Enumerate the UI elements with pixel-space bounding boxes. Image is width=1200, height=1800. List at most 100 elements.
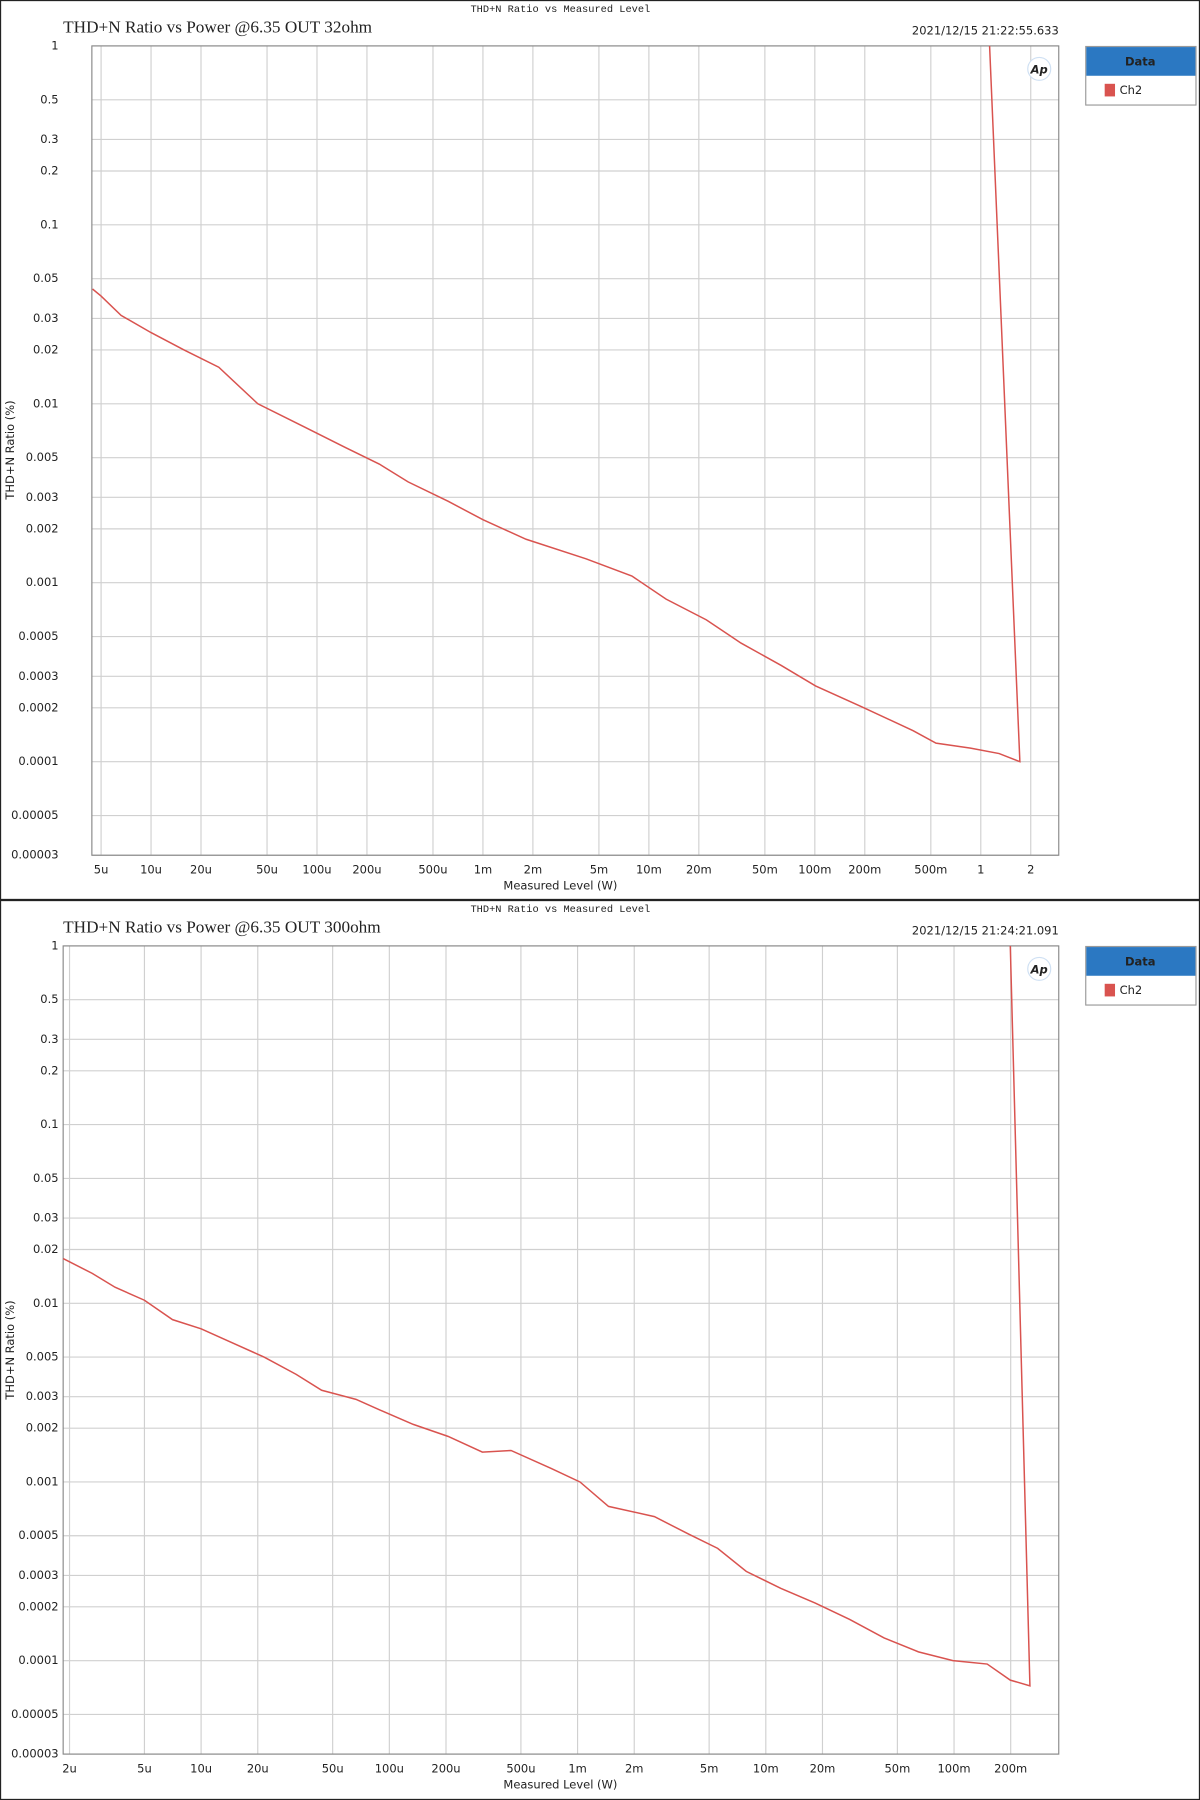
y-tick-label: 0.01	[33, 396, 59, 410]
chart-panel: THD+N Ratio vs Measured Level THD+N Ratio…	[0, 900, 1200, 1800]
chart-title: THD+N Ratio vs Power @6.35 OUT 300ohm	[63, 918, 381, 937]
legend-swatch	[1104, 83, 1116, 97]
y-tick-label: 0.03	[33, 1211, 59, 1225]
legend-header	[1086, 47, 1196, 76]
x-tick-label: 200u	[431, 1762, 460, 1776]
chart-header: THD+N Ratio vs Measured Level	[470, 4, 650, 16]
x-tick-label: 2m	[625, 1762, 643, 1776]
x-tick-label: 10m	[753, 1762, 779, 1776]
plot-frame	[91, 45, 1060, 856]
y-tick-label: 0.0003	[18, 1568, 58, 1582]
x-tick-label: 100m	[798, 863, 831, 877]
timestamp: 2021/12/15 21:22:55.633	[912, 23, 1059, 37]
x-tick-label: 100u	[375, 1762, 404, 1776]
y-tick-label: 0.5	[40, 992, 58, 1006]
x-tick-label: 20u	[190, 863, 212, 877]
legend-swatch	[1104, 983, 1116, 997]
chart-header: THD+N Ratio vs Measured Level	[470, 904, 650, 916]
y-tick-label: 1	[51, 938, 58, 952]
x-tick-label: 5u	[137, 1762, 152, 1776]
x-axis-label: Measured Level (W)	[503, 1778, 617, 1792]
x-axis-label: Measured Level (W)	[503, 879, 617, 893]
x-tick-label: 5u	[94, 863, 109, 877]
logo-badge	[1027, 56, 1052, 81]
legend-title: Data	[1125, 954, 1155, 968]
y-tick-label: 0.0001	[18, 1653, 58, 1667]
x-tick-label: 10m	[636, 863, 662, 877]
legend-label: Ch2	[1120, 83, 1143, 97]
y-tick-label: 0.3	[40, 1032, 58, 1046]
timestamp: 2021/12/15 21:24:21.091	[912, 923, 1059, 937]
data-line	[62, 945, 1031, 1687]
x-tick-label: 100u	[302, 863, 331, 877]
x-tick-label: 20m	[686, 863, 712, 877]
x-tick-label: 50u	[256, 863, 278, 877]
x-tick-label: 2u	[62, 1762, 77, 1776]
data-line	[92, 45, 1021, 763]
x-tick-label: 1	[977, 863, 984, 877]
x-tick-label: 2m	[524, 863, 542, 877]
x-tick-label: 2	[1027, 863, 1034, 877]
x-tick-label: 500u	[506, 1762, 535, 1776]
x-tick-label: 50m	[884, 1762, 910, 1776]
x-tick-label: 20u	[247, 1762, 269, 1776]
x-tick-label: 200m	[994, 1762, 1027, 1776]
legend-label: Ch2	[1120, 983, 1143, 997]
chart-panel: THD+N Ratio vs Measured Level THD+N Ratio…	[0, 0, 1200, 901]
y-tick-label: 0.00005	[11, 1707, 58, 1721]
plot-frame	[62, 945, 1060, 1755]
y-tick-label: 0.002	[26, 1421, 59, 1435]
x-tick-label: 50m	[752, 863, 778, 877]
x-tick-label: 5m	[590, 863, 608, 877]
x-tick-label: 20m	[810, 1762, 836, 1776]
logo-badge	[1027, 956, 1052, 981]
y-tick-label: 0.0005	[18, 629, 58, 643]
x-tick-label: 500u	[418, 863, 447, 877]
x-tick-label: 10u	[140, 863, 162, 877]
y-tick-label: 0.1	[40, 217, 58, 231]
y-tick-label: 0.003	[26, 490, 59, 504]
y-tick-label: 0.5	[40, 92, 58, 106]
y-tick-label: 0.0003	[18, 669, 58, 683]
y-axis-label: THD+N Ratio (%)	[3, 400, 17, 500]
x-tick-label: 500m	[914, 863, 947, 877]
y-tick-label: 0.2	[40, 163, 58, 177]
plot-area	[91, 45, 1059, 856]
logo: Ap	[1030, 63, 1048, 77]
y-tick-label: 0.02	[33, 1242, 59, 1256]
x-tick-label: 200u	[352, 863, 381, 877]
y-tick-label: 0.02	[33, 342, 59, 356]
x-tick-label: 200m	[848, 863, 881, 877]
x-tick-label: 5m	[700, 1762, 718, 1776]
y-tick-label: 0.05	[33, 1171, 59, 1185]
logo: Ap	[1030, 963, 1048, 977]
y-tick-label: 0.00003	[11, 848, 58, 862]
y-tick-label: 0.001	[26, 575, 59, 589]
y-tick-label: 0.005	[26, 450, 59, 464]
y-tick-label: 0.0002	[18, 700, 58, 714]
plot-area	[63, 945, 1059, 1755]
y-tick-label: 0.01	[33, 1296, 59, 1310]
y-tick-label: 0.00005	[11, 808, 58, 822]
y-tick-label: 0.005	[26, 1350, 59, 1364]
x-tick-label: 1m	[568, 1762, 586, 1776]
y-tick-label: 0.0001	[18, 754, 58, 768]
y-tick-label: 0.2	[40, 1063, 58, 1077]
y-tick-label: 0.001	[26, 1474, 59, 1488]
y-tick-label: 0.1	[40, 1117, 58, 1131]
y-tick-label: 0.03	[33, 311, 59, 325]
x-tick-label: 10u	[190, 1762, 212, 1776]
y-tick-label: 0.003	[26, 1389, 59, 1403]
y-tick-label: 0.00003	[11, 1747, 58, 1761]
y-axis-label: THD+N Ratio (%)	[3, 1300, 17, 1400]
x-tick-label: 100m	[938, 1762, 971, 1776]
legend-title: Data	[1125, 54, 1155, 68]
y-tick-label: 0.3	[40, 132, 58, 146]
y-tick-label: 0.05	[33, 271, 59, 285]
y-tick-label: 0.0005	[18, 1528, 58, 1542]
legend-header	[1086, 947, 1196, 976]
x-tick-label: 50u	[322, 1762, 344, 1776]
chart-title: THD+N Ratio vs Power @6.35 OUT 32ohm	[63, 18, 373, 37]
